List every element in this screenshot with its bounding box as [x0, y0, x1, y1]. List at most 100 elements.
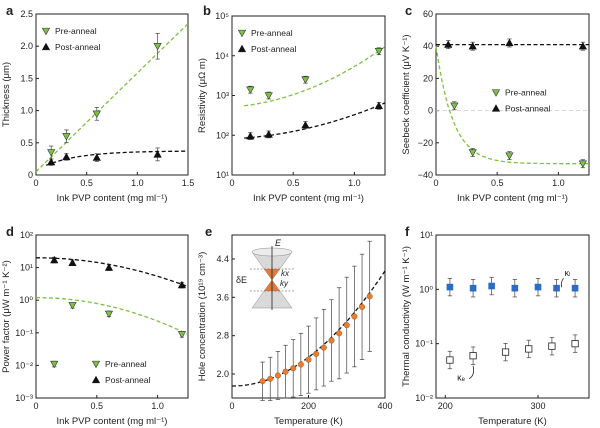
data-point: [51, 361, 58, 367]
y-tick-label: 0: [28, 170, 33, 180]
x-tick-label: 200: [301, 401, 316, 411]
data-point: [247, 133, 254, 139]
fit-curve: [36, 258, 188, 287]
y-tick-label: 10⁻²: [15, 360, 33, 370]
fit-curve: [244, 103, 385, 138]
legend-label: Pre-anneal: [55, 26, 97, 36]
data-point: [367, 294, 373, 300]
data-point: [451, 103, 458, 109]
data-point: [154, 43, 161, 49]
data-point: [553, 285, 560, 292]
legend-label: Post-anneal: [105, 375, 150, 385]
x-tick-label: 0: [229, 401, 234, 411]
y-tick-label: 1.5: [20, 73, 33, 83]
x-tick-label: 0: [229, 178, 234, 188]
x-tick-label: 1.0: [131, 178, 144, 188]
y-tick-label: 10¹: [216, 170, 229, 180]
y-tick-label: 0.5: [20, 138, 33, 148]
data-point: [69, 302, 76, 308]
y-tick-label: −20: [418, 138, 433, 148]
inset-label-delta-e: δE: [236, 275, 247, 285]
legend-marker: [238, 30, 245, 36]
panel-letter: a: [6, 3, 14, 18]
y-tick-label: 2.5: [20, 9, 33, 19]
data-point: [572, 285, 579, 292]
x-tick-label: 400: [377, 401, 392, 411]
y-tick-label: 4.4: [216, 254, 229, 264]
data-point: [267, 376, 273, 382]
y-tick-label: 2.0: [216, 369, 229, 379]
data-point: [105, 264, 112, 270]
x-tick-label: 0.5: [91, 401, 104, 411]
data-point: [302, 77, 309, 83]
panel-f: 200 300 10⁻² 10⁻¹ 10⁰ 10¹ Temperature (K) Therm…: [401, 224, 589, 427]
x-axis-title: Ink PVP content (mg ml⁻¹): [253, 193, 364, 204]
data-point: [247, 87, 254, 93]
x-tick-label: 1.0: [151, 401, 164, 411]
data-point: [375, 102, 382, 108]
legend-marker: [92, 361, 99, 367]
x-tick-label: 0.5: [287, 178, 300, 188]
data-point: [48, 150, 55, 156]
panel-letter: e: [205, 224, 212, 239]
x-tick-label: 0.5: [491, 178, 504, 188]
y-tick-label: 0: [428, 106, 433, 116]
fit-curve: [36, 298, 188, 335]
data-point: [329, 338, 335, 344]
x-tick-label: 1.0: [552, 178, 565, 188]
series-label: κₗ: [565, 268, 572, 278]
x-tick-label: 0.5: [80, 178, 93, 188]
x-axis-title: Temperature (K): [274, 416, 343, 427]
x-tick-label: 0: [33, 178, 38, 188]
plot-frame: [232, 16, 385, 175]
data-point: [469, 43, 476, 49]
y-tick-label: 10⁵: [215, 11, 229, 21]
data-point: [290, 365, 296, 371]
panel-letter: f: [405, 224, 410, 239]
y-tick-label: 2.0: [20, 41, 33, 51]
data-point: [579, 43, 586, 49]
data-point: [526, 346, 532, 352]
data-point: [470, 285, 477, 292]
y-tick-label: 2.8: [216, 331, 229, 341]
data-point: [502, 349, 508, 355]
legend-marker: [492, 90, 499, 96]
y-tick-label: 10²: [20, 230, 33, 240]
data-point: [506, 153, 513, 159]
panel-letter: c: [405, 3, 412, 18]
y-axis-title: Seebeck coefficient (μV K⁻¹): [401, 34, 412, 154]
data-point: [178, 331, 185, 337]
y-axis-title: Thermal conductivity (W m⁻¹ K⁻¹): [401, 246, 412, 387]
data-point: [352, 314, 358, 320]
y-axis-title: Power factor (μW m⁻¹ K⁻²): [1, 260, 12, 373]
legend-label: Post-anneal: [55, 42, 100, 52]
panel-c: 0 0.5 1.0−40−200204060Ink PVP content (mg …: [401, 3, 589, 204]
legend-marker: [42, 43, 49, 49]
panel-letter: d: [6, 224, 14, 239]
y-tick-label: 10⁰: [419, 284, 433, 294]
data-point: [336, 330, 342, 336]
x-tick-label: 0: [433, 178, 438, 188]
y-tick-label: 10⁴: [215, 51, 229, 61]
legend-marker: [238, 45, 245, 51]
inset-label-e: E: [275, 238, 282, 248]
data-point: [48, 159, 55, 165]
data-point: [359, 304, 365, 310]
x-tick-label: 0: [33, 401, 38, 411]
y-axis-title: Hole concentration (10¹⁹ cm⁻³): [197, 252, 208, 381]
y-tick-label: 20: [423, 73, 433, 83]
data-point: [344, 322, 350, 328]
data-point: [549, 343, 555, 349]
x-axis-title: Ink PVP content (mg ml⁻¹): [57, 193, 168, 204]
x-tick-label: 300: [530, 401, 545, 411]
y-tick-label: 10⁻³: [15, 393, 33, 403]
data-point: [298, 362, 304, 368]
y-tick-label: 10¹: [20, 263, 33, 273]
y-tick-label: −40: [418, 170, 433, 180]
data-point: [306, 357, 312, 363]
data-point: [63, 153, 70, 159]
x-axis-title: Ink PVP content (mg ml⁻¹): [457, 193, 568, 204]
inset-label-ky: ky: [280, 279, 289, 288]
fit-curve: [244, 47, 385, 106]
